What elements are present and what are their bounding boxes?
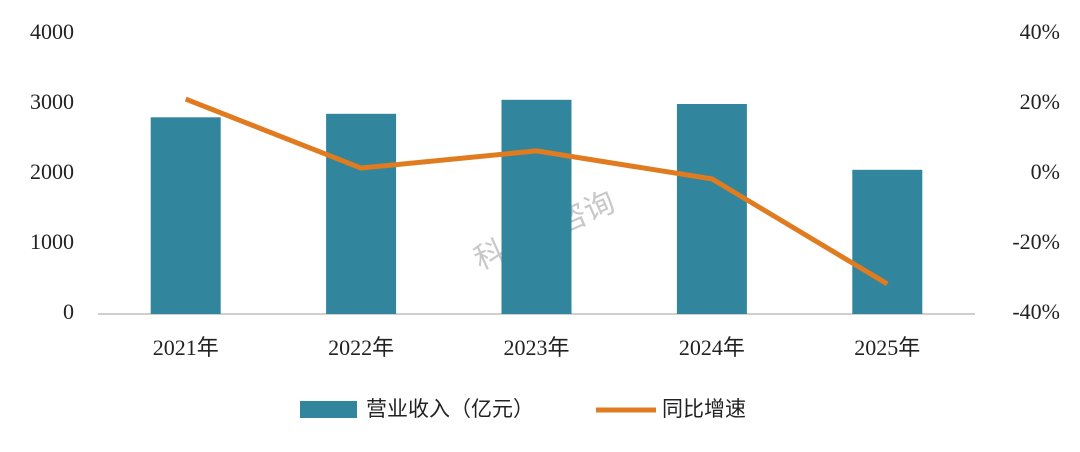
- line: [184, 96, 889, 287]
- y-tick-label: 0: [63, 299, 74, 324]
- legend-label: 同比增速: [662, 397, 746, 421]
- bar: [852, 169, 923, 314]
- bar: [501, 99, 572, 314]
- legend-label: 营业收入（亿元）: [366, 397, 534, 421]
- y-tick-label: 1000: [30, 229, 74, 254]
- bar: [150, 117, 221, 314]
- y2-tick-label: 20%: [1020, 89, 1060, 114]
- y2-tick-label: -40%: [1012, 299, 1060, 324]
- y-tick-label: 3000: [30, 89, 74, 114]
- y2-tick-label: 40%: [1020, 19, 1060, 44]
- bar: [326, 113, 397, 314]
- y2-tick-label: 0%: [1031, 159, 1060, 184]
- y2-tick-label: -20%: [1012, 229, 1060, 254]
- y-tick-label: 4000: [30, 19, 74, 44]
- x-tick-label: 2023年: [503, 335, 569, 360]
- x-tick-label: 2022年: [328, 335, 394, 360]
- bar: [676, 104, 747, 314]
- y-tick-label: 2000: [30, 159, 74, 184]
- x-tick-label: 2024年: [679, 335, 745, 360]
- x-tick-label: 2021年: [153, 335, 219, 360]
- legend-swatch: [300, 401, 357, 418]
- x-tick-label: 2025年: [854, 335, 920, 360]
